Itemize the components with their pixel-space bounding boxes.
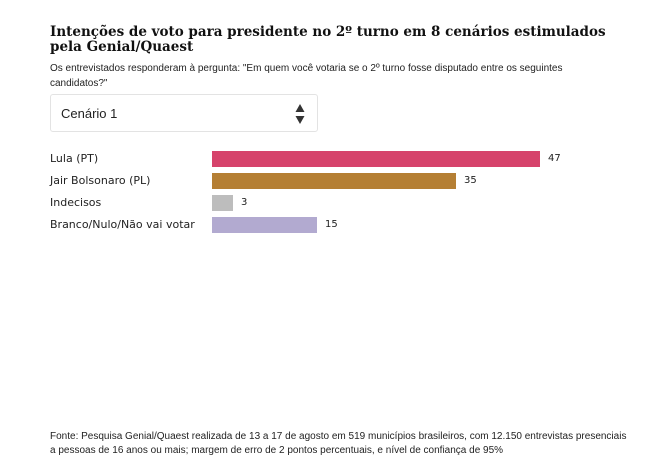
bar — [212, 195, 233, 211]
category-label: Branco/Nulo/Não vai votar — [50, 218, 195, 231]
source-note: Fonte: Pesquisa Genial/Quaest realizada … — [50, 431, 627, 456]
chart-title: Intenções de voto para presidente no 2º … — [50, 24, 606, 55]
scenario-select[interactable]: Cenário 1 — [50, 94, 318, 132]
value-label: 3 — [241, 197, 248, 208]
category-label: Lula (PT) — [50, 152, 99, 165]
value-label: 15 — [325, 219, 338, 230]
bar-chart: Lula (PT) 47 Jair Bolsonaro (PL) 35 Indeciso… — [0, 148, 658, 248]
bar — [212, 217, 317, 233]
category-label: Jair Bolsonaro (PL) — [50, 174, 151, 187]
bar — [212, 173, 456, 189]
category-label: Indecisos — [50, 196, 102, 209]
bar — [212, 151, 540, 167]
value-label: 47 — [548, 153, 561, 164]
scenario-select-value: Cenário 1 — [61, 106, 118, 121]
updown-arrows-icon — [295, 104, 305, 124]
chart-subtitle: Os entrevistados responderam à pergunta:… — [50, 63, 563, 89]
value-label: 35 — [464, 175, 477, 186]
